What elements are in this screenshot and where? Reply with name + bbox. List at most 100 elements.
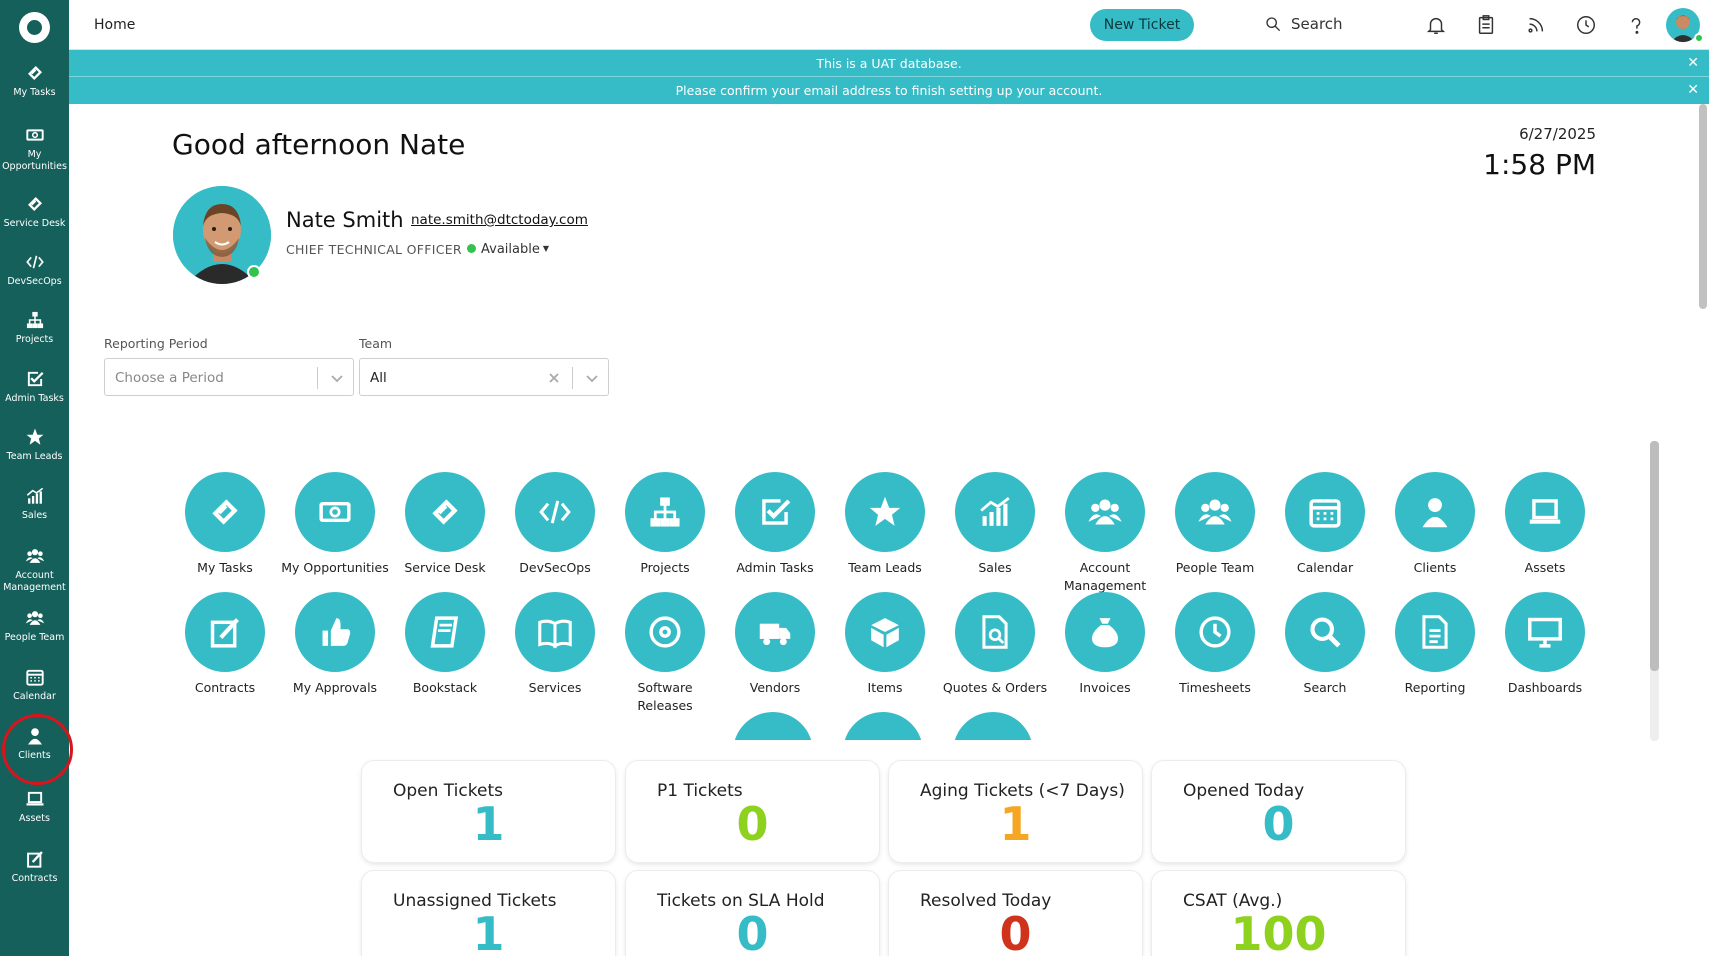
metric-card-unassigned-tickets[interactable]: Unassigned Tickets 1 [362, 871, 615, 956]
sidebar-item-admin-tasks[interactable]: Admin Tasks [0, 369, 69, 431]
sidebar-item-contracts[interactable]: Contracts [0, 849, 69, 911]
sidebar-item-people-team[interactable]: People Team [0, 608, 69, 670]
app-tile-projects[interactable]: Projects [610, 472, 720, 577]
app-tile-clients[interactable]: Clients [1380, 472, 1490, 577]
sidebar-item-calendar[interactable]: Calendar [0, 667, 69, 729]
app-tile-partial[interactable] [938, 712, 1048, 740]
app-tile-service-desk[interactable]: Service Desk [390, 472, 500, 577]
metric-card-opened-today[interactable]: Opened Today 0 [1152, 761, 1405, 862]
app-tile-assets[interactable]: Assets [1490, 472, 1600, 577]
sidebar: My Tasks My Opportunities Service Desk DevS… [0, 0, 73, 956]
app-tile-circle [295, 592, 375, 672]
app-tile-contracts[interactable]: Contracts [170, 592, 280, 697]
app-tile-circle [625, 472, 705, 552]
app-tile-circle [1175, 592, 1255, 672]
app-tile-label: Software Releases [637, 680, 693, 713]
app-tile-vendors[interactable]: Vendors [720, 592, 830, 697]
app-tile-label: Account Management [1063, 560, 1147, 593]
sidebar-item-clients[interactable]: Clients [0, 714, 73, 788]
chevron-down-icon[interactable] [330, 371, 344, 385]
app-tile-label: DevSecOps [519, 560, 591, 575]
app-tile-circle [295, 472, 375, 552]
app-tile-my-opportunities[interactable]: My Opportunities [280, 472, 390, 577]
app-grid-scroll-thumb[interactable] [1650, 441, 1659, 671]
close-icon[interactable]: ✕ [1687, 55, 1699, 71]
calendar-icon [25, 669, 44, 686]
close-icon[interactable]: ✕ [1687, 82, 1699, 98]
sidebar-item-label: Admin Tasks [5, 393, 64, 404]
global-search[interactable]: Search [1265, 11, 1415, 39]
app-tile-circle [845, 592, 925, 672]
app-tile-reporting[interactable]: Reporting [1380, 592, 1490, 697]
app-tile-search[interactable]: Search [1270, 592, 1380, 697]
sidebar-item-my-tasks[interactable]: My Tasks [0, 63, 69, 125]
star-icon [26, 428, 43, 445]
rss-icon[interactable] [1525, 14, 1547, 36]
app-tile-calendar[interactable]: Calendar [1270, 472, 1380, 577]
sidebar-item-service-desk[interactable]: Service Desk [0, 194, 69, 256]
metric-card-tickets-on-sla-hold[interactable]: Tickets on SLA Hold 0 [626, 871, 879, 956]
app-tile-devsecops[interactable]: DevSecOps [500, 472, 610, 577]
status-dropdown[interactable]: Available ▼ [467, 242, 549, 257]
clear-icon[interactable] [547, 371, 561, 385]
app-tile-dashboards[interactable]: Dashboards [1490, 592, 1600, 697]
app-tile-partial[interactable] [828, 712, 938, 740]
app-tile-label: Items [867, 680, 903, 695]
metric-value: 0 [736, 797, 769, 851]
app-tile-bookstack[interactable]: Bookstack [390, 592, 500, 697]
new-ticket-button[interactable]: New Ticket [1090, 9, 1194, 41]
app-tile-label: Invoices [1079, 680, 1131, 695]
app-tile-services[interactable]: Services [500, 592, 610, 697]
reporting-period-label: Reporting Period [104, 336, 208, 351]
app-tile-my-approvals[interactable]: My Approvals [280, 592, 390, 697]
greeting-title: Good afternoon Nate [172, 128, 466, 161]
sidebar-item-projects[interactable]: Projects [0, 310, 69, 372]
app-tile-software-releases[interactable]: Software Releases [610, 592, 720, 715]
sidebar-item-devsecops[interactable]: DevSecOps [0, 252, 69, 314]
metric-card-open-tickets[interactable]: Open Tickets 1 [362, 761, 615, 862]
app-tile-partial[interactable] [718, 712, 828, 740]
breadcrumb-home[interactable]: Home [94, 17, 136, 33]
app-tile-circle [1505, 472, 1585, 552]
team-select[interactable]: All [359, 358, 609, 396]
sidebar-item-sales[interactable]: Sales [0, 486, 69, 548]
presence-dot [247, 265, 261, 279]
app-tile-my-tasks[interactable]: My Tasks [170, 472, 280, 577]
user-email-link[interactable]: nate.smith@dtctoday.com [411, 212, 588, 228]
sidebar-item-team-leads[interactable]: Team Leads [0, 427, 69, 489]
app-tile-circle [405, 472, 485, 552]
clock-icon[interactable] [1575, 14, 1597, 36]
app-tile-team-leads[interactable]: Team Leads [830, 472, 940, 577]
metric-card-aging-tickets-7-days[interactable]: Aging Tickets (<7 Days) 1 [889, 761, 1142, 862]
box-icon [871, 618, 899, 648]
app-tile-sales[interactable]: Sales [940, 472, 1050, 577]
app-tile-account-management[interactable]: Account Management [1050, 472, 1160, 595]
page-scroll-thumb[interactable] [1699, 104, 1707, 309]
sidebar-item-account-management[interactable]: Account Management [0, 546, 69, 608]
app-tile-circle [955, 592, 1035, 672]
reporting-period-select[interactable]: Choose a Period [104, 358, 354, 396]
sidebar-item-my-opportunities[interactable]: My Opportunities [0, 125, 69, 187]
metric-title: Open Tickets [393, 781, 503, 801]
metric-title: Tickets on SLA Hold [657, 891, 825, 911]
clipboard-icon[interactable] [1475, 14, 1497, 36]
app-tile-timesheets[interactable]: Timesheets [1160, 592, 1270, 697]
chevron-down-icon[interactable] [585, 371, 599, 385]
help-icon[interactable] [1625, 14, 1647, 36]
metric-card-p1-tickets[interactable]: P1 Tickets 0 [626, 761, 879, 862]
app-tile-quotes-orders[interactable]: Quotes & Orders [940, 592, 1050, 697]
bell-icon[interactable] [1425, 14, 1447, 36]
sidebar-item-assets[interactable]: Assets [0, 789, 69, 851]
metric-card-csat-avg[interactable]: CSAT (Avg.) 100 [1152, 871, 1405, 956]
metric-title: P1 Tickets [657, 781, 743, 801]
app-tile-people-team[interactable]: People Team [1160, 472, 1270, 577]
app-tile-admin-tasks[interactable]: Admin Tasks [720, 472, 830, 577]
app-tile-items[interactable]: Items [830, 592, 940, 697]
search-icon [1310, 617, 1341, 648]
metric-card-resolved-today[interactable]: Resolved Today 0 [889, 871, 1142, 956]
app-logo[interactable] [19, 12, 50, 43]
chart-icon [26, 487, 43, 504]
app-tile-invoices[interactable]: Invoices [1050, 592, 1160, 697]
status-indicator [467, 244, 476, 253]
app-tile-circle [1065, 472, 1145, 552]
